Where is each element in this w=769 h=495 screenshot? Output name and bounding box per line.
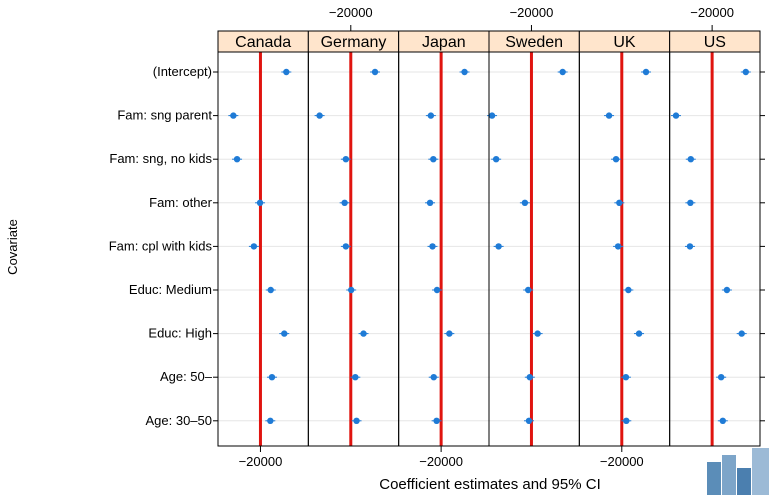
covariate-label: Age: 50– (160, 369, 213, 384)
y-axis-title: Covariate (5, 219, 20, 275)
data-point (461, 68, 468, 76)
data-point (687, 156, 694, 163)
strip-us (669, 30, 761, 53)
data-point (612, 156, 620, 163)
data-point (426, 199, 434, 206)
data-point (622, 374, 630, 381)
data-point (352, 374, 359, 381)
strip-label: Sweden (505, 34, 563, 51)
strip-label: Germany (321, 34, 387, 51)
data-points (228, 68, 751, 424)
strips: Canada Germany Japan Sweden UK US (217, 30, 761, 53)
data-point (283, 68, 290, 76)
data-point (446, 330, 453, 337)
data-point (267, 417, 274, 424)
logo-bar (737, 468, 751, 495)
covariate-label: Fam: sng parent (117, 108, 212, 123)
data-point (635, 330, 643, 337)
data-point (719, 417, 726, 424)
data-point (256, 199, 264, 206)
data-point (430, 374, 437, 381)
strip-label: Japan (422, 34, 466, 51)
data-point (230, 112, 237, 119)
data-point (623, 417, 630, 424)
data-point (371, 68, 379, 76)
data-point (738, 330, 745, 337)
data-point (316, 112, 323, 119)
x-tick-label-bottom: −20000 (600, 454, 644, 469)
data-point (625, 286, 632, 294)
data-point (742, 68, 749, 76)
data-point (281, 330, 288, 337)
covariate-labels: (Intercept) Fam: sng parent Fam: sng, no k… (109, 64, 765, 428)
data-point (427, 112, 435, 119)
strip-label: UK (613, 34, 636, 51)
x-tick-label-top: −20000 (510, 5, 554, 20)
data-point (342, 243, 350, 250)
data-point (521, 199, 529, 206)
top-axis: −20000 −20000 −20000 (329, 5, 734, 31)
data-point (605, 112, 613, 119)
data-point (233, 156, 241, 163)
covariate-label: Educ: High (148, 326, 212, 341)
data-point (341, 199, 348, 206)
x-tick-label-top: −20000 (329, 5, 373, 20)
data-point (353, 417, 360, 424)
data-point (525, 417, 533, 424)
data-point (348, 286, 355, 294)
bottom-axis: −20000 −20000 −20000 (239, 446, 644, 469)
covariate-label: Fam: cpl with kids (109, 238, 213, 253)
data-point (642, 68, 650, 76)
data-point (616, 199, 623, 206)
data-point (686, 243, 694, 250)
data-point (495, 243, 502, 250)
data-point (268, 374, 276, 381)
data-point (492, 156, 500, 163)
data-point (488, 112, 496, 119)
logo-bar (722, 455, 736, 495)
x-axis-title: Coefficient estimates and 95% CI (379, 476, 601, 493)
x-tick-label-bottom: −20000 (419, 454, 463, 469)
data-point (614, 243, 622, 250)
data-point (559, 68, 566, 76)
strip-label: Canada (235, 34, 291, 51)
data-point (687, 199, 694, 206)
data-point (430, 156, 437, 163)
strip-label: US (704, 34, 726, 51)
data-point (534, 330, 541, 337)
covariate-label: Age: 30–50 (145, 413, 212, 428)
data-point (723, 286, 731, 294)
covariate-label: Fam: sng, no kids (109, 151, 212, 166)
data-point (429, 243, 436, 250)
data-point (524, 286, 532, 294)
data-point (433, 417, 440, 424)
covariate-label: (Intercept) (153, 64, 212, 79)
data-point (360, 330, 367, 337)
data-point (433, 286, 441, 294)
logo-bar (752, 448, 769, 495)
data-point (672, 112, 680, 119)
data-point (526, 374, 534, 381)
covariate-label: Fam: other (149, 195, 213, 210)
x-tick-label-bottom: −20000 (239, 454, 283, 469)
covariate-label: Educ: Medium (129, 282, 212, 297)
logo (707, 448, 769, 495)
reference-lines (258, 52, 714, 446)
data-point (250, 243, 258, 250)
data-point (267, 286, 274, 294)
logo-bar (707, 462, 721, 495)
data-point (342, 156, 350, 163)
data-point (717, 374, 725, 381)
x-tick-label-top: −20000 (690, 5, 734, 20)
